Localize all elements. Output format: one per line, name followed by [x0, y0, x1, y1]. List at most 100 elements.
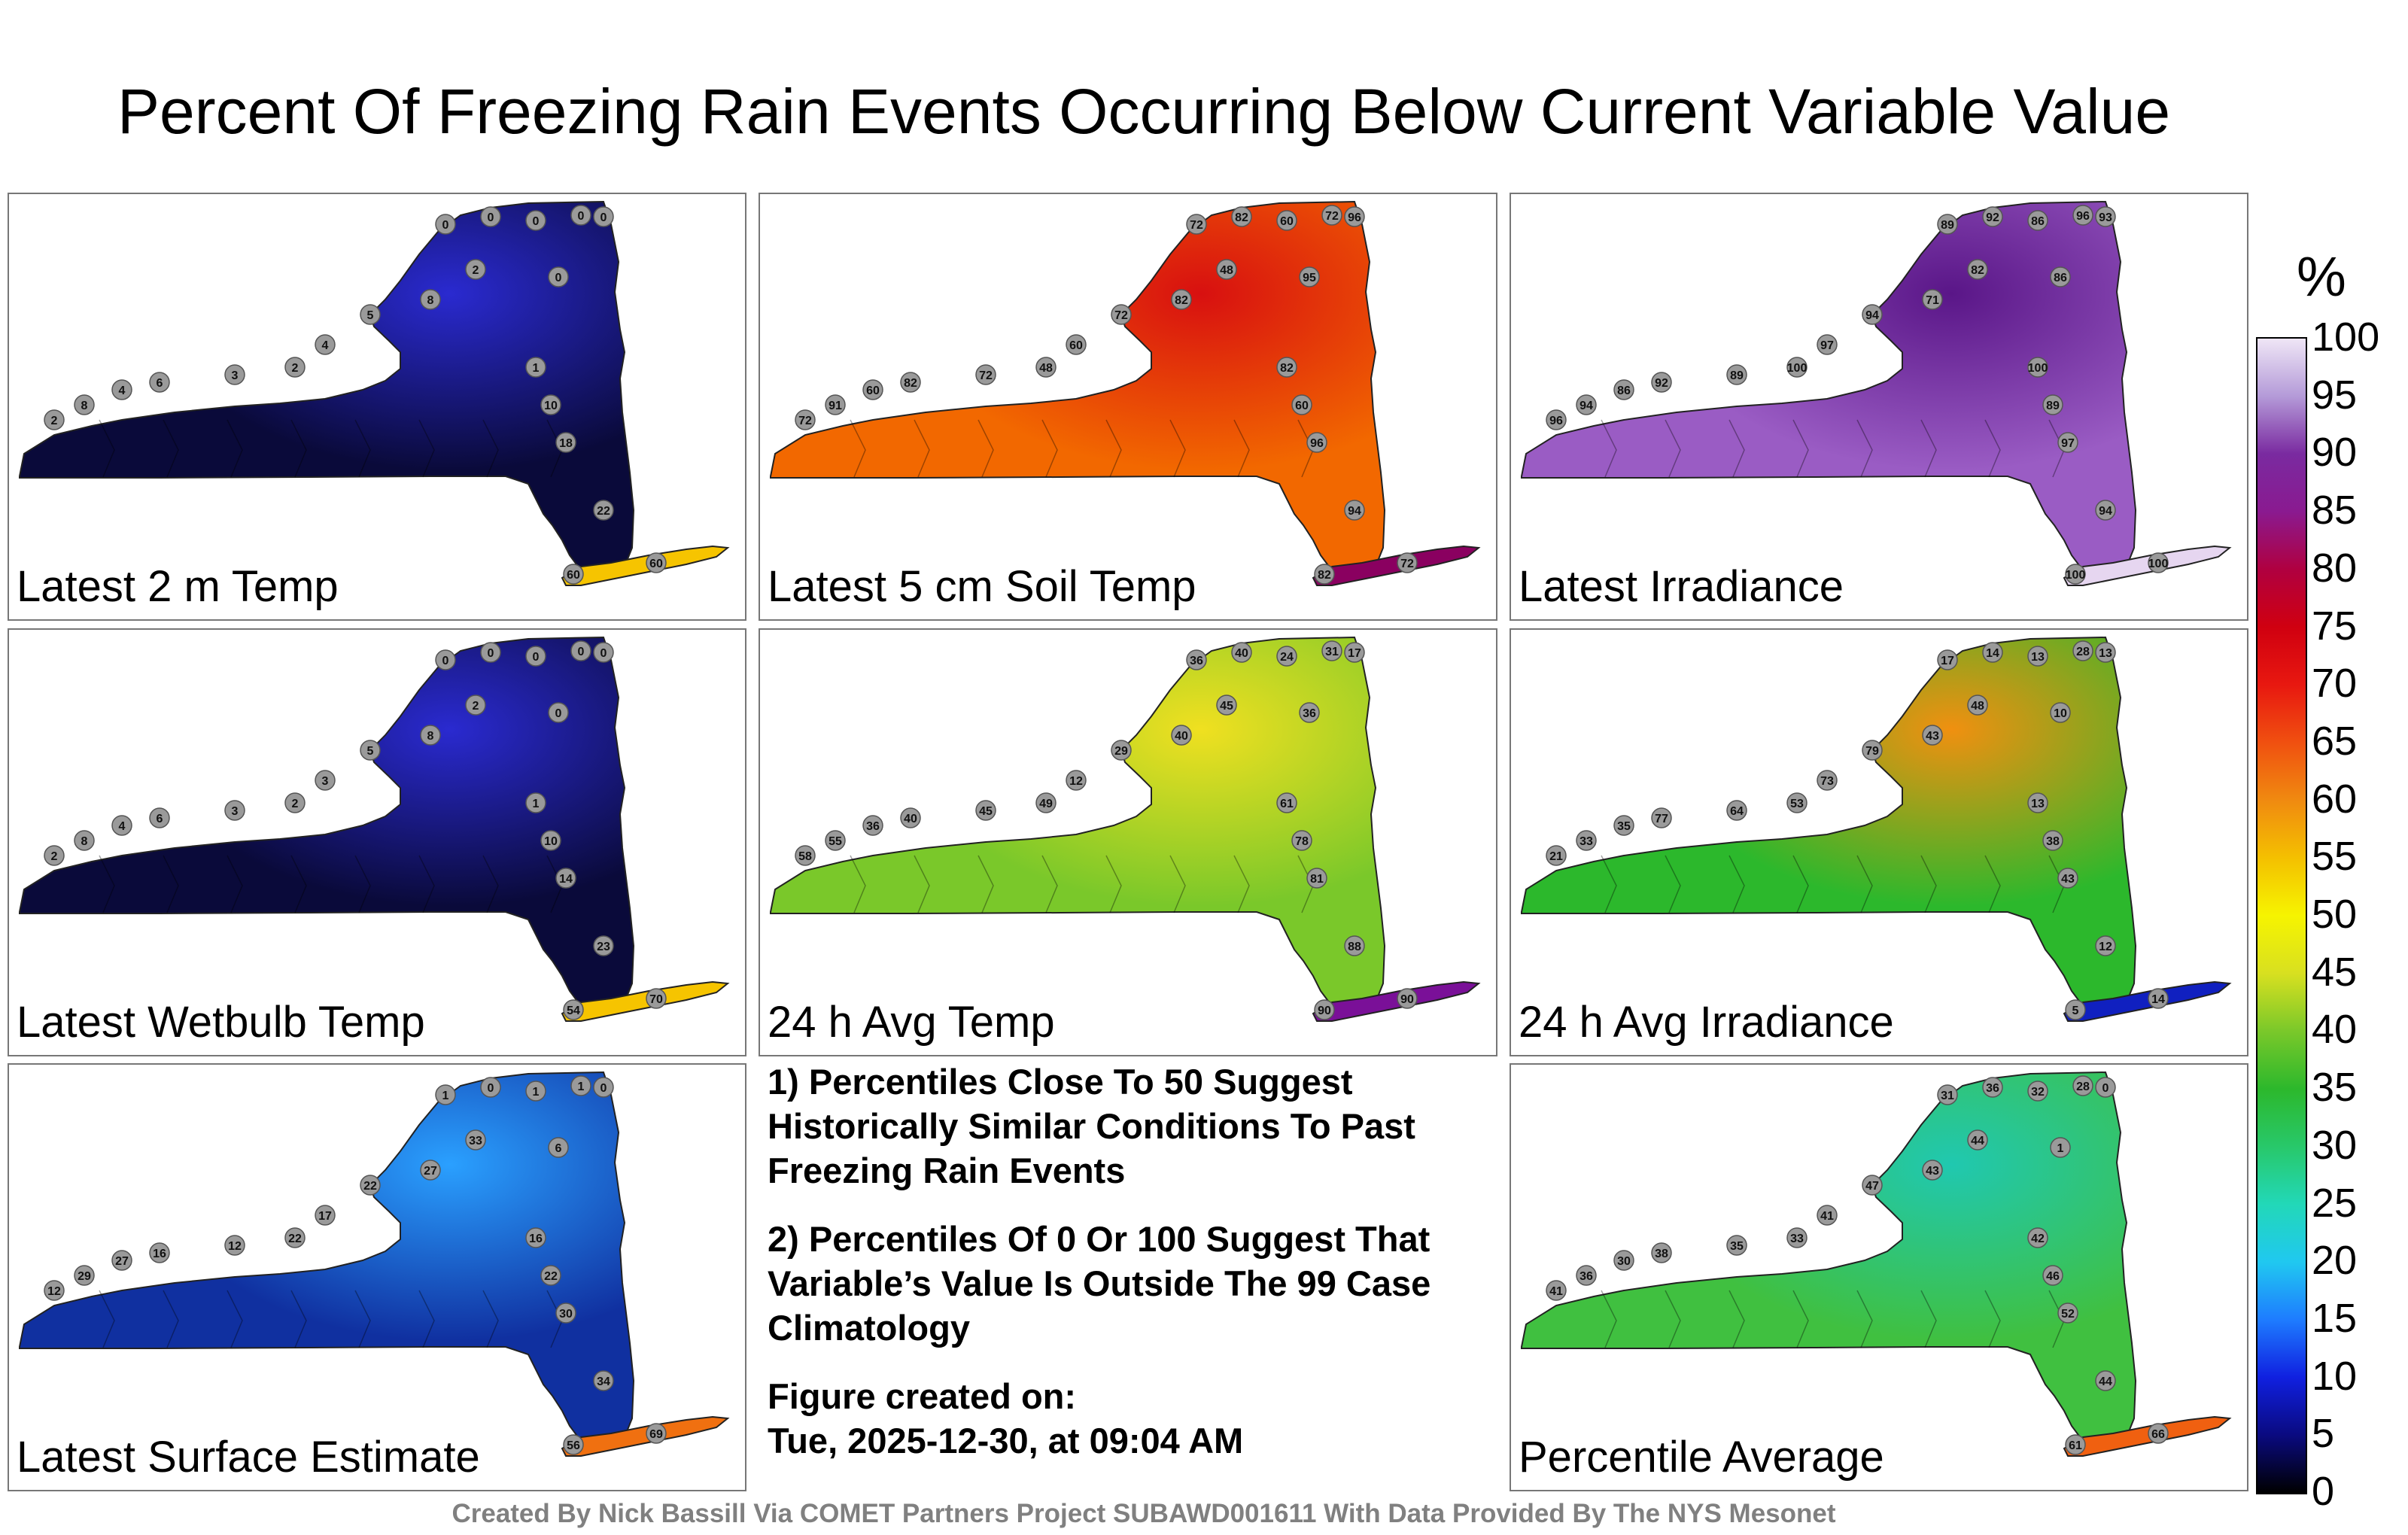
station-dot: [1291, 830, 1312, 851]
station-value: 22: [544, 1270, 558, 1283]
county-border: [1601, 419, 1617, 478]
county-border: [99, 419, 115, 478]
station-value: 14: [1986, 647, 1999, 660]
long-island: [1312, 545, 1481, 586]
station-value: 40: [904, 813, 917, 825]
station-marker: 45: [1216, 695, 1237, 716]
county-border: [418, 855, 435, 913]
station-dot: [1613, 1250, 1634, 1271]
station-value: 10: [544, 835, 558, 848]
station-dot: [2057, 1302, 2078, 1324]
station-marker: 82: [1171, 289, 1192, 310]
station-dot: [44, 1280, 65, 1301]
state-map-p1: 0 0 0 0 0 0 2 8 5 4 2 3 6 4 8 2 1 10 18 22 60 60: [19, 200, 730, 586]
county-border: [1169, 419, 1186, 478]
station-dot: [1922, 289, 1943, 310]
station-value: 82: [1280, 362, 1294, 375]
station-dot: [555, 432, 576, 453]
station-marker: 94: [2095, 500, 2116, 521]
station-value: 12: [2099, 941, 2112, 953]
station-value: 5: [2072, 1005, 2079, 1017]
station-dot: [111, 815, 132, 836]
station-value: 47: [1865, 1180, 1879, 1193]
county-border: [1105, 419, 1122, 478]
station-dot: [2027, 792, 2048, 813]
station-dot: [44, 845, 65, 866]
station-dot: [795, 409, 816, 430]
station-value: 71: [1926, 294, 1939, 307]
station-value: 4: [119, 820, 126, 833]
station-marker: 29: [74, 1265, 95, 1286]
station-marker: 4: [315, 334, 336, 355]
station-dot: [548, 266, 569, 287]
county-border: [1665, 1290, 1681, 1348]
station-value: 1: [442, 1090, 449, 1102]
station-dot: [1651, 807, 1672, 828]
station-value: 22: [288, 1233, 302, 1245]
station-value: 8: [81, 835, 88, 848]
station-marker: 54: [563, 999, 584, 1020]
station-dot: [2095, 642, 2116, 663]
station-marker: 82: [900, 372, 921, 393]
station-value: 2: [473, 700, 479, 713]
station-dot: [1576, 830, 1597, 851]
station-value: 44: [2099, 1375, 2112, 1388]
station-marker: 28: [2072, 640, 2093, 661]
station-value: 2: [473, 264, 479, 277]
station-value: 22: [363, 1180, 377, 1193]
map-panel-latest-5cm-soil-temp: 72 82 60 72 96 95 48 82 72 60 48 72 82 60 91 72 82 60 96 94…: [759, 193, 1497, 621]
station-dot: [540, 394, 561, 415]
station-dot: [1321, 205, 1342, 226]
station-dot: [149, 372, 170, 393]
station-dot: [480, 642, 501, 663]
station-value: 89: [1730, 369, 1744, 382]
station-value: 48: [1220, 264, 1233, 277]
station-marker: 12: [224, 1235, 245, 1256]
station-value: 0: [442, 219, 449, 232]
county-border: [1792, 855, 1809, 913]
station-dot: [2065, 999, 2086, 1020]
county-border: [850, 419, 866, 478]
state-map-p5: 36 40 24 31 17 36 45 40 29 12 49 45 40 36 55 58 61 78 81 88…: [770, 636, 1481, 1022]
station-value: 96: [1348, 211, 1361, 224]
station-marker: 2: [465, 695, 486, 716]
station-dot: [420, 289, 441, 310]
station-marker: 13: [2027, 646, 2048, 667]
colorbar-tick-label: 35: [2312, 1065, 2358, 1111]
station-dot: [1651, 1242, 1672, 1263]
station-value: 55: [829, 835, 842, 848]
note-2: 2) Percentiles Of 0 Or 100 Suggest That …: [768, 1219, 1431, 1348]
station-marker: 60: [1066, 334, 1087, 355]
colorbar-tick-label: 30: [2312, 1122, 2358, 1168]
station-marker: 72: [1186, 214, 1207, 235]
station-marker: 40: [1231, 642, 1252, 663]
station-value: 31: [1941, 1090, 1954, 1102]
station-marker: 60: [1291, 394, 1312, 415]
station-value: 29: [1114, 745, 1128, 758]
station-marker: 86: [1613, 379, 1634, 400]
station-dot: [1576, 1265, 1597, 1286]
station-marker: 31: [1937, 1084, 1958, 1105]
station-marker: 0: [480, 1077, 501, 1098]
station-dot: [435, 649, 456, 670]
panel-label: Latest Surface Estimate: [17, 1433, 480, 1482]
county-border: [227, 1290, 243, 1348]
station-dot: [570, 205, 591, 226]
station-value: 52: [2061, 1308, 2075, 1321]
station-marker: 36: [1186, 649, 1207, 670]
station-dot: [360, 740, 381, 761]
station-marker: 22: [593, 500, 614, 521]
station-dot: [1276, 357, 1297, 378]
station-dot: [525, 1227, 546, 1248]
station-value: 45: [979, 805, 993, 818]
station-dot: [1276, 646, 1297, 667]
station-dot: [862, 379, 883, 400]
station-marker: 40: [900, 807, 921, 828]
station-value: 96: [1310, 437, 1324, 450]
figure-title: Percent Of Freezing Rain Events Occurrin…: [117, 76, 2171, 147]
station-dot: [149, 807, 170, 828]
station-marker: 100: [2027, 357, 2048, 378]
station-dot: [315, 1205, 336, 1226]
station-marker: 36: [1576, 1265, 1597, 1286]
station-dot: [593, 206, 614, 227]
